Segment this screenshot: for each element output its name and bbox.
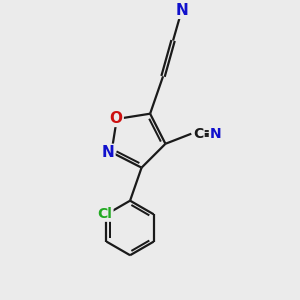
Text: Cl: Cl <box>98 207 112 221</box>
Text: N: N <box>175 3 188 18</box>
Text: C: C <box>193 127 204 141</box>
Text: N: N <box>210 127 221 141</box>
Text: O: O <box>110 111 123 126</box>
Text: N: N <box>102 145 114 160</box>
